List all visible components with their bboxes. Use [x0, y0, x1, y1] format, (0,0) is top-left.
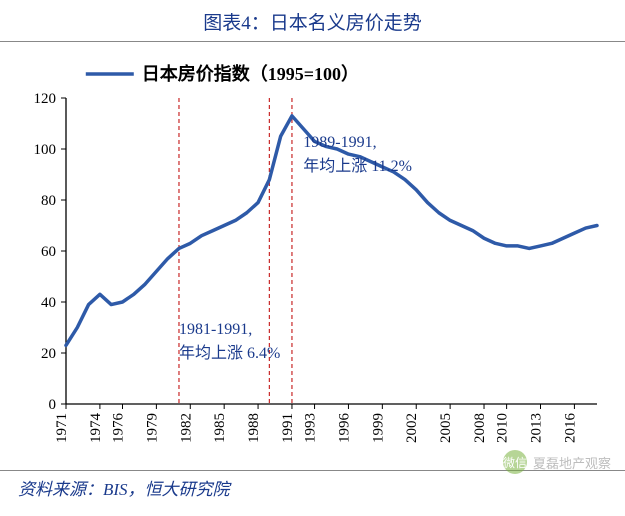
wechat-icon: 微信	[503, 450, 527, 474]
y-tick-label: 20	[41, 346, 56, 362]
x-tick-label: 2005	[438, 413, 454, 443]
x-tick-label: 2002	[404, 413, 420, 443]
chart-title: 图表4：日本名义房价走势	[0, 0, 625, 41]
title-divider	[0, 41, 625, 42]
line-chart: 0 20 40 60 80 100 120 1971 1974 1976 1979 1982 1985 1…	[0, 50, 625, 470]
y-tick-label: 0	[49, 397, 57, 413]
annotation-line1: 1981-1991,	[179, 318, 280, 342]
x-tick-label: 1993	[303, 413, 319, 443]
x-tick-label: 1979	[144, 413, 160, 443]
watermark-label: 夏磊地产观察	[533, 453, 611, 472]
annotation-line2: 年均上涨 11.2%	[303, 155, 412, 179]
watermark: 微信 夏磊地产观察	[503, 450, 611, 474]
x-tick-label: 1988	[246, 413, 262, 443]
x-tick-label: 1996	[336, 413, 352, 444]
x-tick-label: 2016	[562, 413, 578, 444]
x-tick-label: 1999	[370, 413, 386, 443]
x-tick-label: 2008	[472, 413, 488, 443]
y-tick-label: 60	[41, 244, 56, 260]
x-tick-label: 2010	[495, 413, 511, 443]
annotation-line2: 年均上涨 6.4%	[179, 342, 280, 366]
x-tick-label: 2013	[529, 413, 545, 443]
x-tick-label: 1991	[280, 413, 296, 443]
y-tick-label: 80	[41, 193, 56, 209]
x-tick-label: 1976	[110, 413, 126, 444]
chart-container: 0 20 40 60 80 100 120 1971 1974 1976 1979 1982 1985 1…	[0, 50, 625, 470]
y-tick-label: 100	[34, 142, 57, 158]
legend-label: 日本房价指数（1995=100）	[142, 63, 359, 84]
annotation-line1: 1989-1991,	[303, 131, 412, 155]
x-tick-label: 1974	[88, 413, 104, 444]
chart-annotation: 1981-1991,年均上涨 6.4%	[179, 318, 280, 366]
y-tick-label: 120	[34, 91, 57, 107]
x-tick-label: 1985	[212, 413, 228, 443]
y-tick-label: 40	[41, 295, 56, 311]
chart-annotation: 1989-1991,年均上涨 11.2%	[303, 131, 412, 179]
x-tick-label: 1971	[54, 413, 70, 443]
x-tick-label: 1982	[178, 413, 194, 443]
